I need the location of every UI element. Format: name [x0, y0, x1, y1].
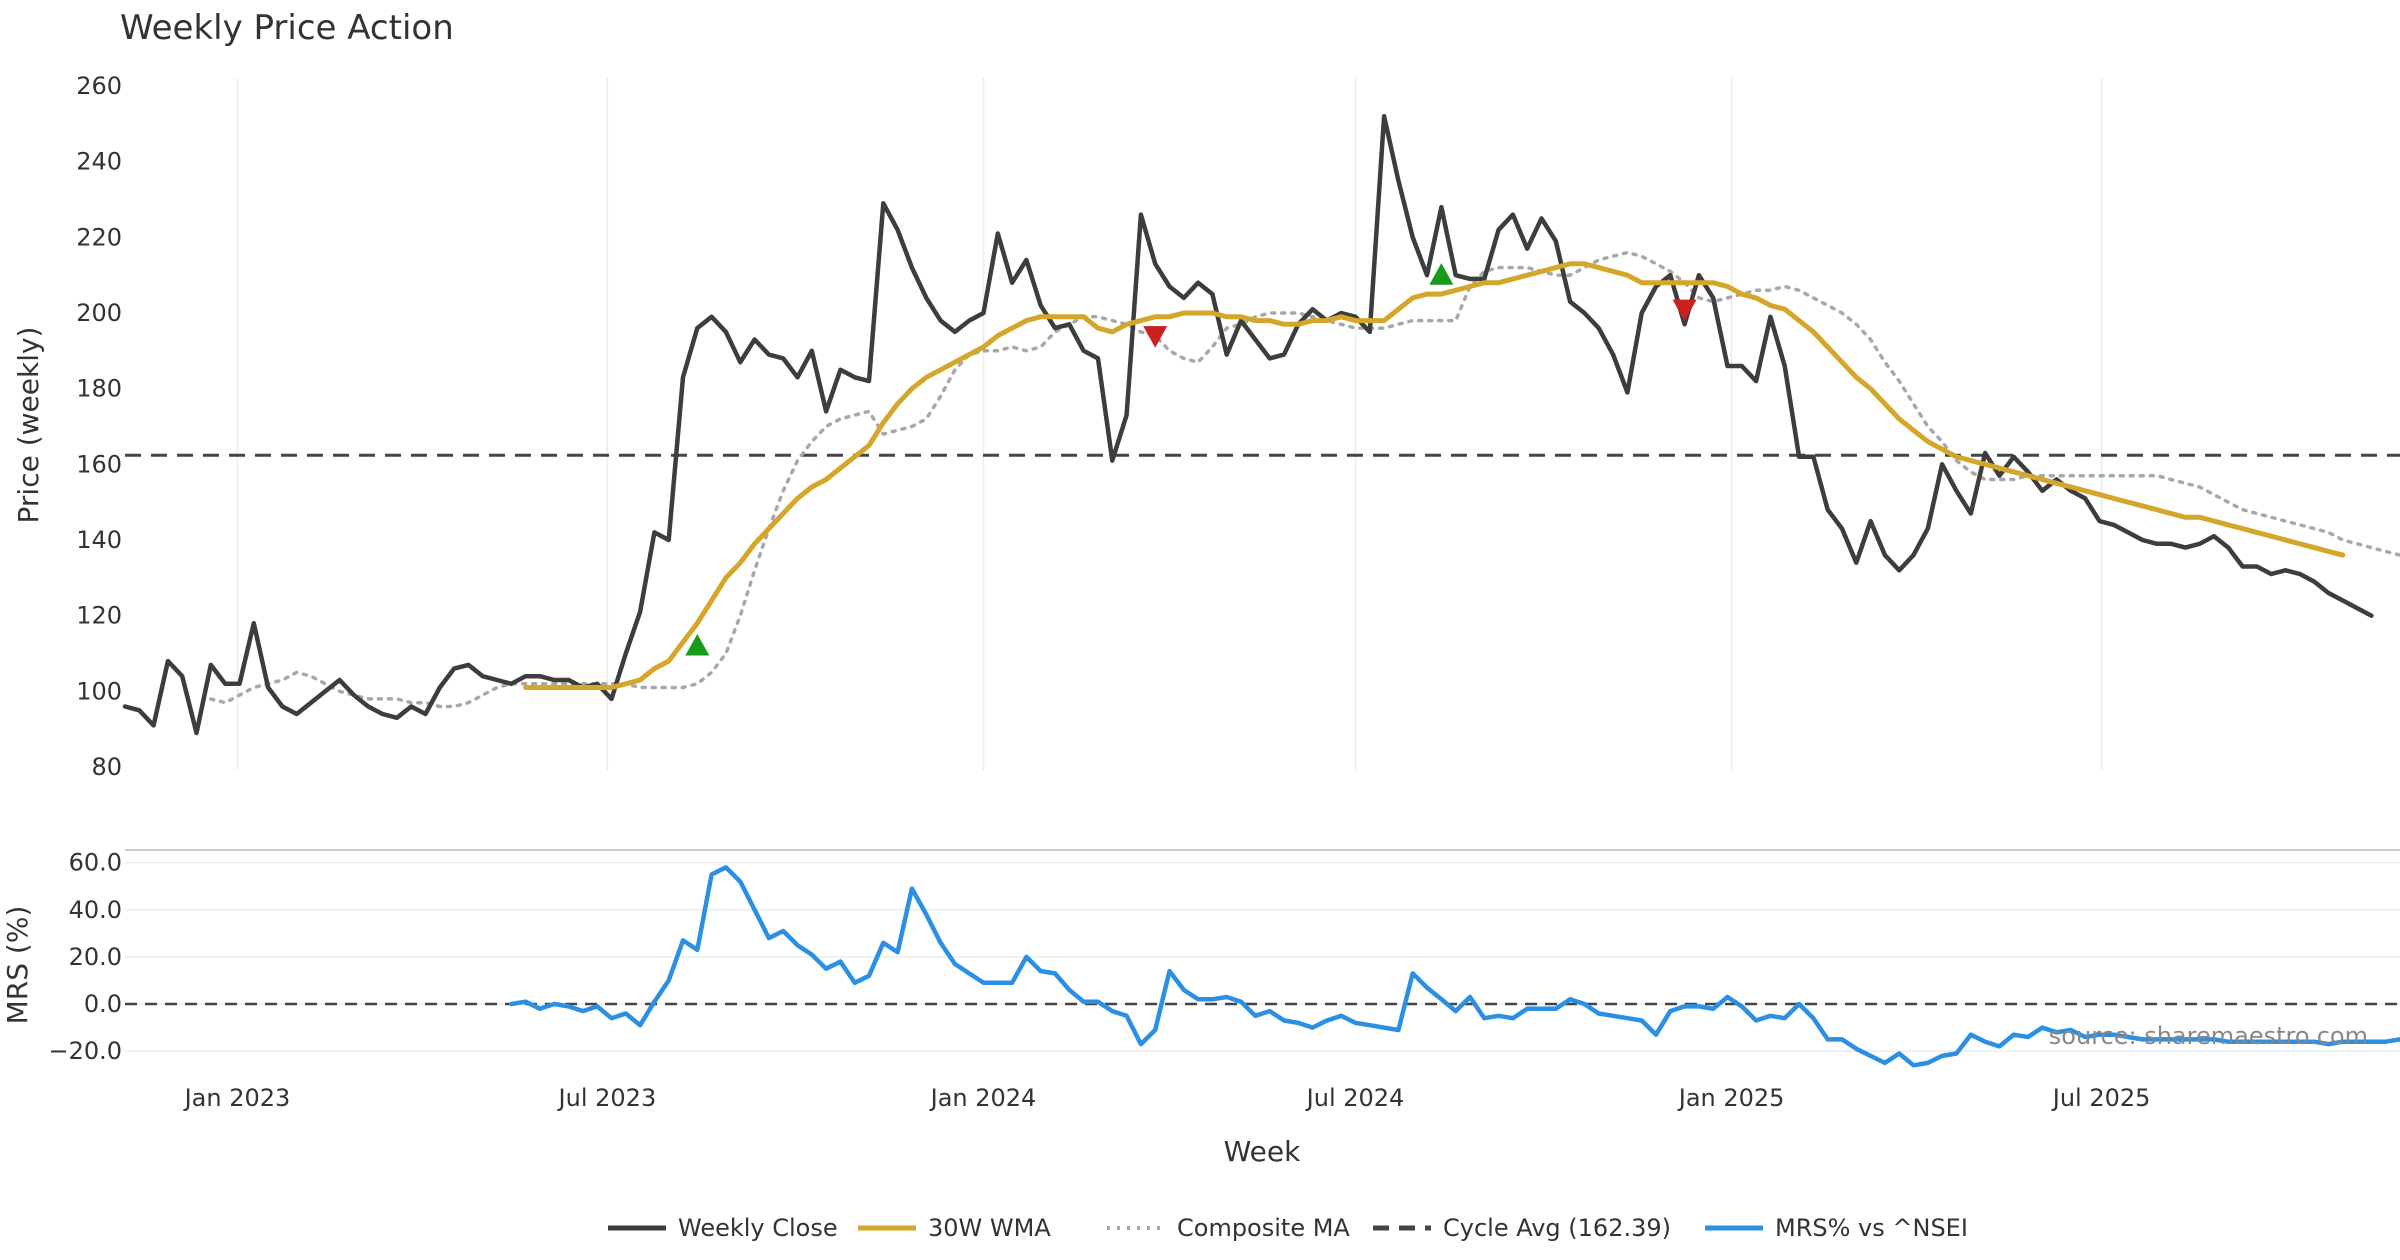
x-tick-label: Jan 2025: [1677, 1084, 1785, 1112]
mrs-y-tick-label: 20.0: [69, 943, 122, 971]
price-y-tick-label: 140: [76, 526, 122, 554]
buy-signal-marker: [1429, 263, 1454, 285]
sell-signal-marker: [1672, 299, 1697, 322]
mrs-gridlines: [125, 861, 2400, 1052]
legend: Weekly Close 30W WMA Composite MA Cycle Avg…: [608, 1214, 1968, 1242]
price-y-ticks: 80 100 120 140 160 180 200 220 240 260: [76, 72, 122, 781]
price-y-tick-label: 180: [76, 375, 122, 403]
legend-label: Cycle Avg (162.39): [1443, 1214, 1671, 1242]
legend-label: MRS% vs ^NSEI: [1775, 1214, 1968, 1242]
legend-item: 30W WMA: [858, 1214, 1051, 1242]
price-y-tick-label: 220: [76, 223, 122, 251]
mrs-y-tick-label: −20.0: [48, 1037, 122, 1065]
legend-label: 30W WMA: [928, 1214, 1051, 1242]
price-y-tick-label: 160: [76, 450, 122, 478]
price-y-tick-label: 120: [76, 602, 122, 630]
mrs-line: [509, 865, 2400, 1068]
price-y-tick-label: 100: [76, 677, 122, 705]
legend-label: Composite MA: [1177, 1214, 1350, 1242]
mrs-y-axis-label: MRS (%): [1, 906, 34, 1025]
sell-signal-marker: [1143, 326, 1168, 348]
mrs-y-tick-label: 40.0: [69, 896, 122, 924]
x-tick-label: Jul 2024: [1305, 1084, 1405, 1112]
wma-30w-line: [523, 261, 2346, 690]
mrs-series-group: [509, 865, 2400, 1068]
legend-item: Composite MA: [1107, 1214, 1350, 1242]
price-gridlines: [236, 78, 2103, 770]
mrs-panel: 60.0 40.0 20.0 0.0 −20.0 MRS (%) source: sha…: [1, 849, 2400, 1068]
buy-signal-marker: [685, 633, 710, 656]
legend-label: Weekly Close: [678, 1214, 838, 1242]
price-y-axis-label: Price (weekly): [12, 327, 45, 524]
legend-item: Cycle Avg (162.39): [1373, 1214, 1671, 1242]
x-axis-ticks: Jan 2023 Jul 2023 Jan 2024 Jul 2024 Jan 2025…: [183, 1084, 2151, 1112]
x-tick-label: Jan 2023: [183, 1084, 291, 1112]
mrs-y-tick-label: 60.0: [69, 849, 122, 877]
chart-title: Weekly Price Action: [120, 8, 454, 48]
weekly-close-line: [122, 114, 2374, 736]
source-note: source: sharemaestro.com: [2049, 1022, 2368, 1050]
x-axis-label: Week: [1224, 1135, 1301, 1168]
price-y-tick-label: 80: [91, 753, 122, 781]
x-tick-label: Jul 2025: [2051, 1084, 2151, 1112]
mrs-y-tick-label: 0.0: [84, 990, 122, 1018]
x-tick-label: Jan 2024: [929, 1084, 1037, 1112]
legend-item: Weekly Close: [608, 1214, 838, 1242]
price-y-tick-label: 260: [76, 72, 122, 100]
legend-item: MRS% vs ^NSEI: [1705, 1214, 1968, 1242]
price-y-tick-label: 240: [76, 148, 122, 176]
x-tick-label: Jul 2023: [557, 1084, 657, 1112]
composite-ma-line: [209, 250, 2400, 709]
signal-markers: [685, 263, 1697, 656]
price-panel: 80 100 120 140 160 180 200 220 240 260 Price (wee…: [12, 72, 2400, 781]
mrs-y-ticks: 60.0 40.0 20.0 0.0 −20.0: [48, 849, 122, 1065]
price-series-group: [122, 114, 2400, 736]
price-y-tick-label: 200: [76, 299, 122, 327]
